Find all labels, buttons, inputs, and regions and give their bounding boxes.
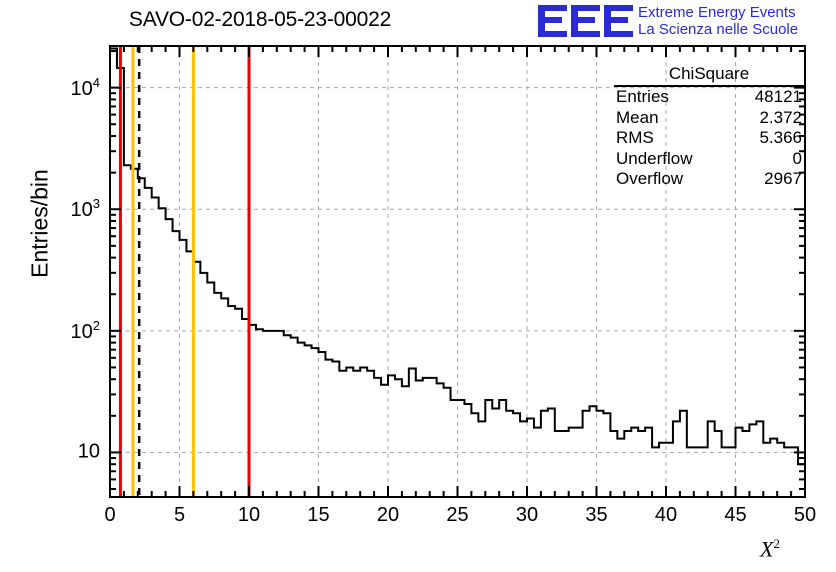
- y-tick-label: 10: [77, 440, 100, 463]
- eee-logo: Extreme Energy Events La Scienza nelle S…: [538, 3, 836, 41]
- eee-logo-mark-icon: [538, 4, 634, 38]
- x-axis-title-exponent: 2: [773, 536, 780, 551]
- statistics-row-key: RMS: [616, 128, 654, 147]
- statistics-row-value: 2.372: [759, 107, 802, 127]
- statistics-row: Overflow 2967: [614, 169, 804, 190]
- histogram-outline: [110, 47, 805, 466]
- statistics-row-key: Underflow: [616, 148, 693, 168]
- statistics-row-key: Mean: [616, 107, 659, 127]
- eee-logo-line2: La Scienza nelle Scuole: [638, 21, 799, 38]
- x-tick-label: 20: [376, 504, 400, 526]
- statistics-box: ChiSquare Entries 48121 Mean 2.372 RMS 5.366 U…: [614, 64, 804, 190]
- statistics-row: Underflow 0: [614, 149, 804, 170]
- eee-logo-text: Extreme Energy Events La Scienza nelle S…: [638, 4, 798, 38]
- statistics-row: RMS 5.366: [614, 128, 804, 149]
- x-tick-label: 10: [237, 504, 261, 526]
- statistics-row-value: 2967: [764, 169, 802, 188]
- page-title: SAVO-02-2018-05-23-00022: [128, 8, 392, 31]
- x-axis-title-base: X: [760, 536, 774, 562]
- statistics-row-value: 5.366: [759, 128, 802, 147]
- statistics-row-value: 48121: [754, 87, 802, 106]
- x-tick-label: 25: [446, 504, 469, 526]
- x-tick-label: 15: [307, 504, 330, 526]
- x-tick-label: 50: [793, 504, 817, 526]
- statistics-row-key: Overflow: [616, 169, 684, 188]
- x-tick-label: 30: [515, 504, 539, 526]
- x-tick-label: 40: [654, 504, 678, 526]
- x-tick-label: 5: [173, 504, 186, 526]
- statistics-rows: Entries 48121 Mean 2.372 RMS 5.366 Underflow 0 O…: [614, 87, 804, 190]
- statistics-row: Entries 48121: [614, 87, 804, 108]
- statistics-row: Mean 2.372: [614, 108, 804, 129]
- y-tick-label: 103: [70, 196, 100, 222]
- x-axis-title: X2: [760, 536, 780, 562]
- x-tick-label: 0: [104, 504, 116, 526]
- statistics-box-title: ChiSquare: [614, 64, 804, 87]
- x-tick-label: 45: [724, 504, 747, 526]
- statistics-row-value: 0: [792, 148, 802, 168]
- y-tick-label: 104: [70, 74, 100, 100]
- eee-logo-line1: Extreme Energy Events: [638, 4, 796, 21]
- y-tick-label: 102: [70, 318, 100, 343]
- x-tick-label: 35: [585, 504, 608, 526]
- statistics-row-key: Entries: [616, 87, 669, 106]
